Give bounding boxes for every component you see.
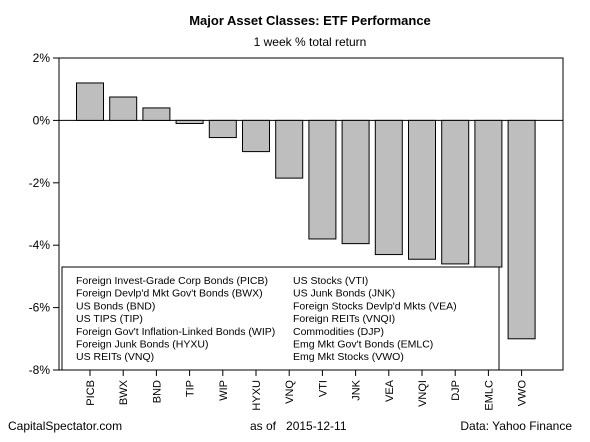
x-tick-label-emlc: EMLC (483, 380, 495, 411)
y-tick-label: 2% (33, 51, 51, 65)
x-tick-label-wip: WIP (218, 380, 230, 401)
y-tick-label: -6% (29, 301, 51, 315)
x-tick-label-vea: VEA (384, 379, 396, 402)
legend-entry-right-1: US Stocks (VTI) (293, 275, 368, 287)
x-tick-label-tip: TIP (185, 380, 197, 397)
legend-box (61, 266, 500, 371)
x-tick-label-vnqi: VNQI (417, 380, 429, 407)
legend-entry-left-6: Foreign Junk Bonds (HYXU) (76, 339, 208, 351)
x-axis: PICB BWX BND TIP WIP HYXU VNQ VTI JNK VEA VNQI DJP E… (85, 370, 529, 411)
bar-vwo (507, 119, 536, 340)
bar-vea (374, 119, 403, 256)
legend-entry-right-5: Commodities (DJP) (293, 326, 384, 338)
x-tick-label-bnd: BND (151, 380, 163, 403)
x-tick-label-vnq: VNQ (284, 380, 296, 404)
legend-entry-left-1: Foreign Invest-Grade Corp Bonds (PICB) (76, 275, 268, 287)
legend-entry-left-3: US Bonds (BND) (76, 300, 155, 312)
x-tick-label-vti: VTI (317, 380, 329, 397)
legend-entry-left-7: US REITs (VNQ) (76, 351, 154, 363)
chart-subtitle: 1 week % total return (254, 35, 367, 49)
footer-as-of-date: as of 2015-12-11 (250, 419, 347, 433)
footer-data-source: Data: Yahoo Finance (460, 419, 572, 433)
x-tick-label-hyxu: HYXU (251, 380, 263, 411)
bar-bnd (142, 107, 171, 121)
bar-wip (208, 119, 237, 139)
legend: Foreign Invest-Grade Corp Bonds (PICB)Fo… (61, 266, 500, 371)
bar-vnqi (408, 119, 436, 260)
bar-jnk (341, 119, 370, 245)
chart-title: Major Asset Classes: ETF Performance (189, 13, 431, 28)
legend-entry-right-2: US Junk Bonds (JNK) (293, 288, 395, 300)
legend-column-1: Foreign Invest-Grade Corp Bonds (PICB)Fo… (76, 275, 275, 363)
footer-source-site: CapitalSpectator.com (8, 419, 123, 433)
legend-entry-left-5: Foreign Gov't Inflation-Linked Bonds (WI… (76, 326, 275, 338)
x-tick-label-vwo: VWO (517, 380, 529, 407)
bar-picb (76, 82, 104, 121)
legend-column-2: US Stocks (VTI)US Junk Bonds (JNK)Foreig… (293, 275, 457, 363)
y-tick-label: -2% (29, 176, 51, 190)
legend-entry-left-2: Foreign Devlp'd Mkt Gov't Bonds (BWX) (76, 288, 263, 300)
bars-group (76, 82, 536, 340)
x-tick-label-picb: PICB (85, 380, 97, 406)
bar-vnq (275, 119, 304, 179)
x-tick-label-djp: DJP (450, 380, 462, 401)
legend-entry-left-4: US TIPS (TIP) (76, 313, 143, 325)
legend-entry-right-3: Foreign Stocks Devlp'd Mkts (VEA) (293, 300, 457, 312)
bar-tip (175, 119, 204, 125)
bar-emlc (474, 119, 503, 268)
legend-entry-right-6: Emg Mkt Gov't Bonds (EMLC) (293, 339, 433, 351)
legend-entry-right-4: Foreign REITs (VNQI) (293, 313, 395, 325)
legend-entry-right-7: Emg Mkt Stocks (VWO) (293, 351, 404, 363)
y-axis: 2% 0% -2% -4% -6% -8% (29, 51, 59, 377)
bar-vti (308, 119, 337, 240)
y-tick-label: -4% (29, 238, 51, 252)
y-tick-label: 0% (33, 113, 51, 127)
x-tick-label-bwx: BWX (118, 379, 130, 405)
bar-hyxu (242, 119, 270, 153)
bar-djp (441, 119, 470, 265)
x-tick-label-jnk: JNK (351, 379, 363, 400)
bar-bwx (109, 96, 138, 121)
y-tick-label: -8% (29, 363, 51, 377)
